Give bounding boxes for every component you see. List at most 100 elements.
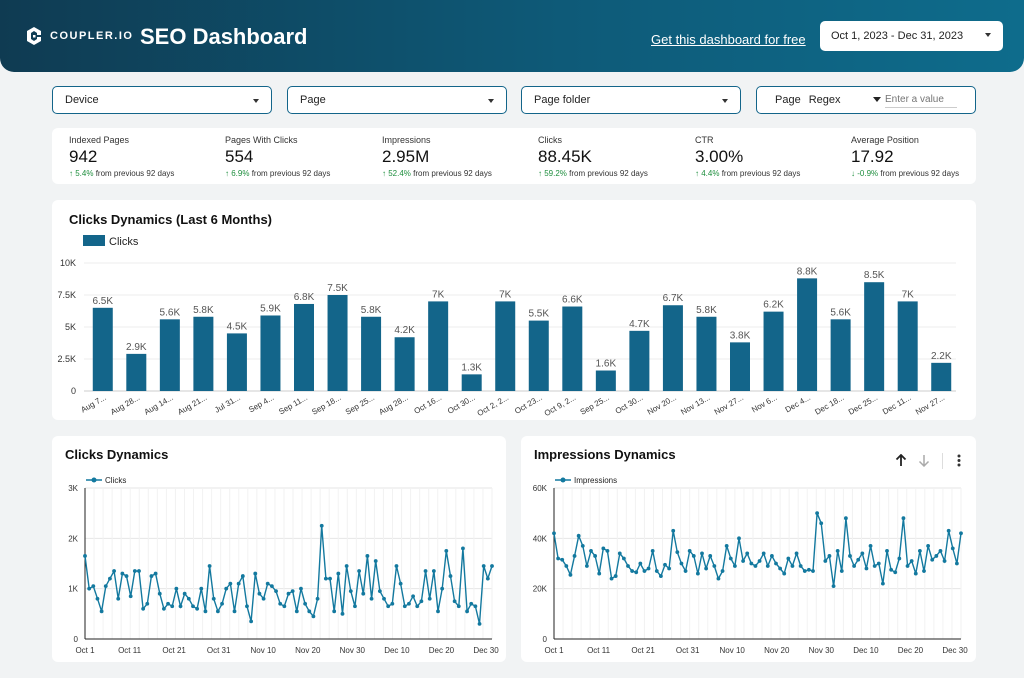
data-point [938,549,943,553]
bar [428,301,449,391]
trend-up-arrow-icon: ↑ [225,169,232,178]
data-point [658,574,663,578]
more-vert-icon[interactable] [957,454,961,467]
x-tick-label: Aug 21... [176,393,208,417]
data-point [889,567,894,572]
x-tick-label: Nov 20... [646,393,678,417]
data-point [465,609,469,614]
data-point [311,614,316,619]
kpi-0: Indexed Pages 942 ↑ 5.4% from previous 92 … [69,135,174,178]
data-point [597,571,602,576]
kpi-change: ↑ 59.2% from previous 92 days [538,169,648,178]
bar-data-label: 5.8K [696,305,717,316]
data-point [749,561,754,566]
data-point [353,604,357,609]
data-point [839,569,844,573]
data-point [232,609,237,614]
data-point [344,564,349,568]
sort-descending-arrow-down-icon[interactable] [918,454,930,467]
x-tick-label: Oct 30... [614,393,645,416]
data-point [481,564,486,568]
data-point [724,543,729,548]
date-range-picker[interactable]: Oct 1, 2023 - Dec 31, 2023 [820,21,1003,51]
bar-data-label: 5.5K [528,309,549,320]
kpi-change: ↑ 52.4% from previous 92 days [382,169,492,178]
y-tick-label: 2K [68,534,78,543]
data-point [303,601,308,606]
bar [830,319,851,391]
data-point [959,531,963,536]
page-folder-filter[interactable]: Page folder [521,86,741,114]
data-point [576,533,581,538]
data-point [220,601,224,606]
y-tick-label: 20K [533,585,548,594]
data-point [646,566,651,571]
data-point [786,556,791,561]
bar-data-label: 6.5K [92,296,113,307]
data-point [261,596,266,601]
page-title: SEO Dashboard [140,24,308,49]
data-point [83,554,87,558]
data-point [626,564,630,568]
data-point [802,569,807,573]
x-tick-label: Oct 31 [207,646,231,655]
regex-chevron-down-icon[interactable] [873,97,881,102]
data-point [108,576,112,581]
series-line [84,525,493,625]
data-point [605,549,610,553]
data-point [469,601,474,606]
x-tick-label: Dec 4... [784,393,812,415]
data-point [199,586,204,591]
data-point [103,584,108,589]
kpi-change-value: 5.4% [75,169,94,178]
data-point [211,596,216,601]
data-point [634,570,639,575]
kpi-value: 17.92 [851,147,894,166]
data-point [116,596,121,601]
bar-data-label: 8.8K [797,266,818,277]
data-point [819,521,824,526]
kpi-change-suffix: from previous 92 days [93,169,175,178]
coupler-logo[interactable]: COUPLER.IO [24,26,133,46]
x-tick-label: Nov 6... [750,393,778,415]
data-point [328,576,332,581]
data-point [390,601,395,606]
get-dashboard-link[interactable]: Get this dashboard for free [651,32,806,47]
kpi-label: Clicks [538,135,562,145]
bar-data-label: 2.9K [126,342,147,353]
data-point [728,556,733,561]
kpi-value: 88.45K [538,147,592,166]
bar [495,301,516,391]
page-filter[interactable]: Page [287,86,507,114]
toolbar-divider [942,453,943,469]
regex-value-input[interactable] [885,92,957,108]
data-point [893,570,898,575]
bar [662,305,683,391]
y-tick-label: 3K [68,484,78,493]
device-filter[interactable]: Device [52,86,272,114]
x-tick-label: Oct 11 [118,646,142,655]
x-tick-label: Aug 28... [377,393,409,417]
data-point [909,559,914,563]
bar-data-label: 5.9K [260,303,281,314]
data-point [630,569,635,573]
data-point [415,604,420,609]
data-point [950,546,955,551]
regex-dropdown[interactable]: Regex [808,94,841,106]
trend-up-arrow-icon: ↑ [382,169,389,178]
bar [864,282,885,391]
x-tick-label: Oct 31 [676,646,700,655]
bar-data-label: 5.8K [361,305,382,316]
bar [461,374,482,391]
data-point [901,516,906,521]
bar-data-label: 1.6K [596,359,617,370]
sort-ascending-arrow-up-icon[interactable] [895,454,907,467]
data-point [224,586,229,591]
data-point [153,571,158,576]
bar-data-label: 5.8K [193,305,214,316]
data-point [704,566,709,571]
data-point [240,574,245,578]
data-point [765,564,770,568]
data-point [654,569,659,573]
data-point [448,574,453,578]
